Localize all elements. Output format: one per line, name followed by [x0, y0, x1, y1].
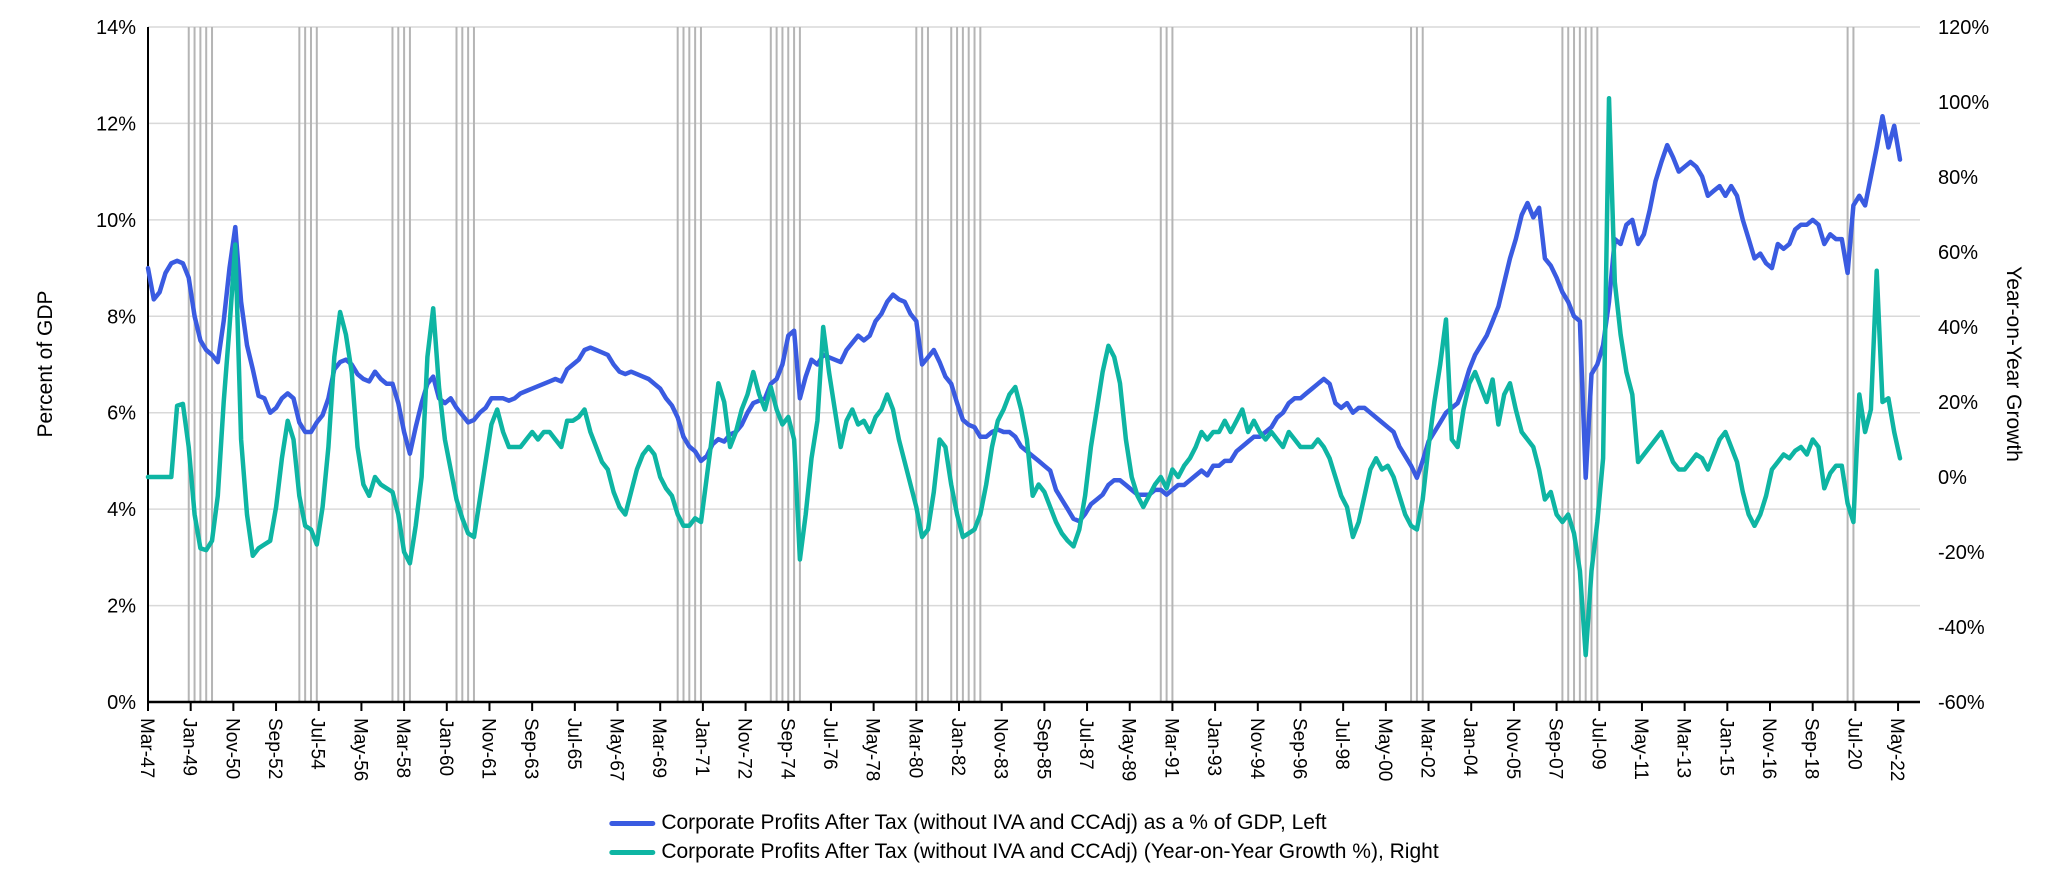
legend-line-swatch-teal	[609, 849, 656, 855]
svg-text:Jan-71: Jan-71	[691, 718, 712, 776]
svg-text:Mar-80: Mar-80	[904, 718, 925, 778]
svg-text:6%: 6%	[107, 403, 136, 425]
svg-text:Mar-69: Mar-69	[648, 718, 669, 778]
svg-text:Mar-02: Mar-02	[1417, 718, 1438, 778]
svg-text:Jul-09: Jul-09	[1587, 718, 1608, 770]
x-axis	[147, 27, 1920, 704]
y-axis-left-labels: 0% 2% 4% 6% 8% 10% 12% 14%	[96, 17, 136, 714]
svg-text:20%: 20%	[1938, 392, 1978, 414]
svg-text:Sep-07: Sep-07	[1545, 718, 1566, 779]
svg-text:Nov-50: Nov-50	[221, 718, 242, 779]
svg-text:Sep-85: Sep-85	[1032, 718, 1053, 779]
svg-text:Sep-74: Sep-74	[776, 718, 797, 780]
svg-text:40%: 40%	[1938, 317, 1978, 339]
y-axis-right-labels: -60% -40% -20% 0% 20% 40% 60% 80% 100% 120%	[1938, 17, 1989, 714]
svg-text:Nov-72: Nov-72	[734, 718, 755, 779]
svg-text:Jan-82: Jan-82	[947, 718, 968, 776]
svg-text:May-56: May-56	[349, 718, 370, 781]
svg-text:8%: 8%	[107, 306, 136, 328]
svg-text:Nov-16: Nov-16	[1758, 718, 1779, 779]
svg-text:12%: 12%	[96, 113, 136, 135]
svg-text:Jul-98: Jul-98	[1331, 718, 1352, 770]
svg-text:-40%: -40%	[1938, 617, 1985, 639]
recession-bars	[187, 27, 1855, 702]
svg-text:Jan-49: Jan-49	[179, 718, 200, 776]
legend-label-yoy-growth: Corporate Profits After Tax (without IVA…	[661, 840, 1439, 863]
svg-text:May-22: May-22	[1886, 718, 1907, 781]
svg-text:0%: 0%	[1938, 467, 1967, 489]
svg-text:Sep-96: Sep-96	[1288, 718, 1309, 779]
svg-text:Nov-94: Nov-94	[1246, 718, 1267, 780]
svg-text:Jan-04: Jan-04	[1459, 718, 1480, 777]
svg-text:-60%: -60%	[1938, 692, 1985, 714]
svg-text:May-89: May-89	[1118, 718, 1139, 781]
svg-text:120%: 120%	[1938, 17, 1989, 39]
svg-text:Jul-20: Jul-20	[1843, 718, 1864, 770]
legend-label-gdp-share: Corporate Profits After Tax (without IVA…	[661, 811, 1327, 834]
svg-text:Sep-52: Sep-52	[264, 718, 285, 779]
svg-text:Jul-54: Jul-54	[307, 718, 328, 770]
x-axis-ticks	[147, 702, 1900, 711]
svg-text:10%: 10%	[96, 210, 136, 232]
svg-text:Jul-87: Jul-87	[1075, 718, 1096, 770]
svg-text:May-67: May-67	[606, 718, 627, 781]
svg-text:14%: 14%	[96, 17, 136, 39]
svg-text:4%: 4%	[107, 499, 136, 521]
svg-text:May-11: May-11	[1630, 718, 1651, 780]
svg-text:Sep-18: Sep-18	[1801, 718, 1822, 779]
svg-text:Jan-93: Jan-93	[1203, 718, 1224, 776]
right-axis-title: Year-on-Year Growth	[2002, 266, 2025, 462]
svg-text:100%: 100%	[1938, 92, 1989, 114]
svg-text:2%: 2%	[107, 596, 136, 618]
svg-text:-20%: -20%	[1938, 542, 1985, 564]
legend: Corporate Profits After Tax (without IVA…	[609, 810, 1439, 865]
series-yoy-growth-line	[145, 96, 1903, 658]
svg-text:Jul-65: Jul-65	[563, 718, 584, 770]
svg-text:Nov-83: Nov-83	[990, 718, 1011, 779]
svg-text:Nov-61: Nov-61	[477, 718, 498, 779]
svg-text:Mar-58: Mar-58	[392, 718, 413, 778]
svg-text:60%: 60%	[1938, 242, 1978, 264]
svg-text:May-00: May-00	[1374, 718, 1395, 781]
svg-text:Sep-63: Sep-63	[520, 718, 541, 779]
legend-line-swatch-blue	[609, 820, 656, 826]
svg-text:80%: 80%	[1938, 167, 1978, 189]
svg-text:Nov-05: Nov-05	[1502, 718, 1523, 779]
svg-text:Mar-91: Mar-91	[1160, 718, 1181, 778]
svg-text:Mar-13: Mar-13	[1673, 718, 1694, 778]
svg-text:0%: 0%	[107, 692, 136, 714]
x-axis-tick-labels: Mar-47 Jan-49 Nov-50 Sep-52 Jul-54 May-56 Mar-…	[136, 718, 1907, 781]
svg-text:Jan-15: Jan-15	[1715, 718, 1736, 776]
svg-text:May-78: May-78	[862, 718, 883, 781]
legend-item-gdp-share: Corporate Profits After Tax (without IVA…	[609, 810, 1327, 836]
svg-text:Jul-76: Jul-76	[819, 718, 840, 770]
left-axis-title: Percent of GDP	[34, 290, 57, 438]
gridlines	[148, 26, 1920, 607]
svg-text:Jan-60: Jan-60	[435, 718, 456, 776]
legend-item-yoy-growth: Corporate Profits After Tax (without IVA…	[609, 839, 1439, 865]
svg-text:Mar-47: Mar-47	[136, 718, 157, 778]
